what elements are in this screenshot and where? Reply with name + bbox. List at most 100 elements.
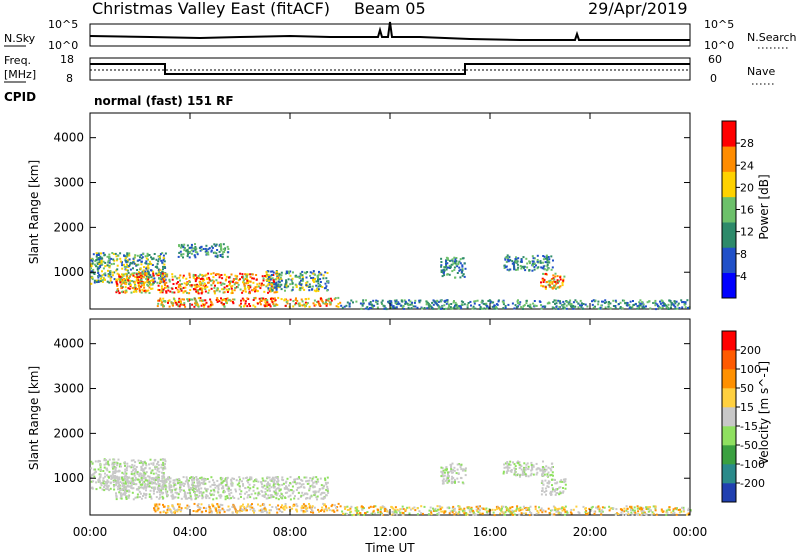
scatter-cell [300,506,303,509]
colorbar-tick-label: 28 [740,137,754,150]
scatter-cell [177,281,179,284]
scatter-cell [607,305,610,308]
scatter-cell [96,257,99,260]
scatter-cell [322,274,325,277]
scatter-cell [268,290,271,293]
scatter-cell [172,283,175,285]
scatter-cell [317,280,320,283]
scatter-cell [447,258,450,261]
scatter-cell [162,259,165,262]
scatter-cell [400,304,403,307]
scatter-cell [324,287,327,289]
scatter-cell [561,480,564,483]
scatter-cell [504,462,507,465]
scatter-cell [462,301,465,304]
scatter-cell [162,461,165,464]
scatter-cell [491,305,494,308]
scatter-cell [492,301,495,304]
scatter-cell [129,261,132,264]
scatter-cell [443,266,446,269]
scatter-cell [177,482,179,485]
scatter-cell [665,509,668,512]
scatter-cell [250,504,252,507]
scatter-cell [320,484,323,487]
scatter-cell [119,281,122,284]
colorbar-frame [721,330,737,503]
scatter-cell [270,270,273,273]
scatter-cell [522,267,525,270]
scatter-cell [265,271,268,273]
scatter-cell [522,513,525,515]
scatter-cell [157,273,160,275]
scatter-cell [163,272,166,275]
scatter-cell [97,468,100,471]
scatter-cell [180,497,183,500]
scatter-cell [274,299,277,302]
scatter-cell [217,299,220,302]
scatter-cell [179,301,182,304]
scatter-cell [408,299,411,302]
scatter-cell [241,291,244,294]
scatter-cell [337,296,340,299]
scatter-cell [402,305,405,307]
scatter-cell [563,478,566,481]
scatter-cell [159,291,162,294]
scatter-cell [622,513,625,516]
scatter-cell [680,299,683,302]
scatter-cell [441,506,444,509]
scatter-cell [274,489,277,492]
scatter-cell [104,487,107,490]
scatter-cell [125,289,128,292]
scatter-cell [121,488,124,491]
scatter-cell [247,479,250,481]
scatter-cell [441,467,444,470]
scatter-cell [143,486,146,489]
scatter-cell [231,495,234,498]
scatter-cell [306,479,309,482]
scatter-cell [558,286,560,289]
scatter-cell [264,301,267,304]
scatter-cell [539,301,542,303]
scatter-cell [317,490,320,493]
scatter-cell [546,485,549,488]
scatter-cell [325,488,328,491]
scatter-cell [97,252,100,255]
scatter-cell [615,300,618,303]
scatter-cell [158,268,161,271]
power-ylabel: Slant Range [km] [27,160,41,264]
scatter-cell [286,491,289,494]
scatter-cell [220,283,223,286]
scatter-cell [546,265,549,268]
scatter-cell [156,469,159,472]
scatter-cell [168,278,171,281]
velocity-colorbar-label: Velocity [m s^-1] [757,361,771,465]
scatter-cell [118,277,121,279]
scatter-cell [218,245,221,248]
scatter-cell [130,470,133,473]
scatter-cell [548,512,551,514]
scatter-cell [215,299,218,301]
scatter-cell [145,485,147,488]
scatter-cell [140,279,143,281]
scatter-cell [577,306,580,309]
scatter-cell [279,510,282,513]
scatter-cell [141,483,144,486]
scatter-cell [558,486,561,489]
scatter-cell [526,266,529,269]
scatter-cell [214,244,217,247]
scatter-cell [313,304,316,307]
scatter-cell [548,258,551,261]
scatter-cell [306,482,309,485]
scatter-cell [162,300,165,303]
scatter-cell [289,482,292,484]
scatter-cell [492,305,495,308]
scatter-cell [300,279,302,282]
scatter-cell [277,479,280,482]
scatter-cell [162,254,165,257]
scatter-cell [520,267,523,270]
scatter-cell [163,286,166,289]
scatter-cell [437,301,440,303]
scatter-cell [193,487,195,490]
scatter-cell [575,505,578,508]
